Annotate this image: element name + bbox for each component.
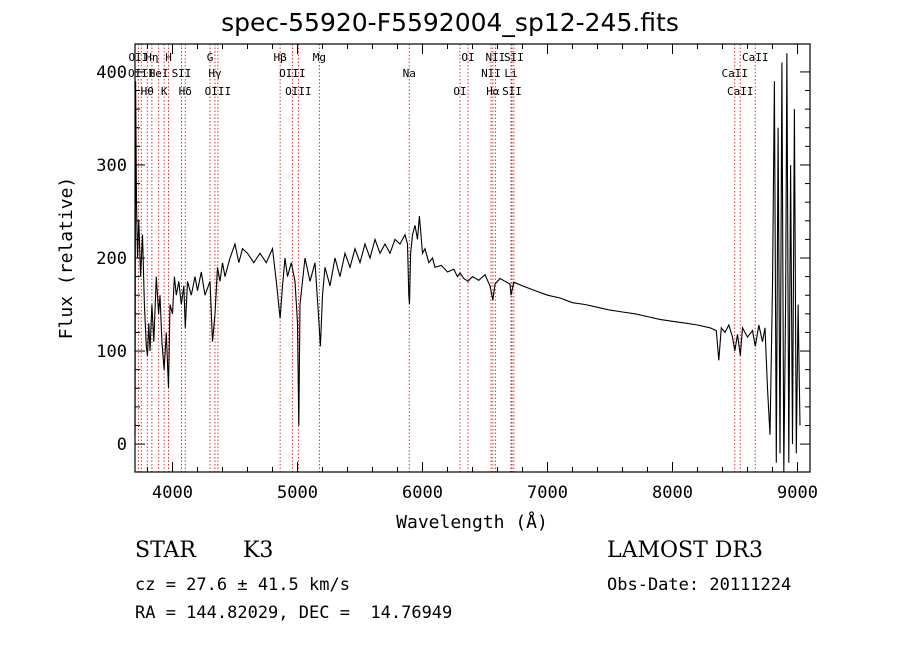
line-marker-label: Li [504, 67, 517, 80]
x-tick-label: 4000 [152, 483, 193, 503]
y-axis-label: Flux (relative) [56, 177, 77, 340]
x-tick-label: 6000 [402, 483, 443, 503]
line-marker-label: Mg [313, 51, 326, 64]
line-marker-label: OIII [279, 67, 306, 80]
line-marker-label: SII [504, 51, 524, 64]
line-marker-label: Hγ [208, 67, 222, 80]
spectrum-line [134, 53, 801, 473]
line-marker-label: G [207, 51, 214, 64]
line-marker-label: OIII [285, 85, 312, 98]
y-tick-label: 400 [96, 63, 127, 83]
x-axis-label: Wavelength (Å) [396, 511, 548, 533]
line-marker-label: Hθ [141, 85, 154, 98]
object-subclass: K3 [243, 538, 274, 563]
obs-date-text: Obs-Date: 20111224 [607, 575, 792, 595]
line-marker-label: OI [453, 85, 466, 98]
x-tick-label: 7000 [527, 483, 568, 503]
axis-ticks: 4000 5000 6000 7000 8000 9000 0 100 200 300 400 [96, 44, 818, 503]
x-tick-label: 9000 [777, 483, 818, 503]
y-tick-label: 0 [117, 435, 127, 455]
x-tick-label: 5000 [277, 483, 318, 503]
redshift-text: cz = 27.6 ± 41.5 km/s [135, 575, 350, 595]
chart-title: spec-55920-F5592004_sp12-245.fits [221, 8, 679, 37]
line-marker-label: Hβ [274, 51, 288, 64]
line-marker-label: SII [502, 85, 522, 98]
y-tick-label: 300 [96, 156, 127, 176]
line-marker-label: SII [172, 67, 192, 80]
line-markers: OIIOIIIHθHηHeIKHSIIHδGHγOIIIHβOIIIOIIIMg… [128, 44, 769, 472]
line-marker-label: Hδ [179, 85, 192, 98]
object-class: STAR [135, 538, 196, 563]
line-marker-label: K [161, 85, 168, 98]
line-marker-label: CaII [722, 67, 749, 80]
plot-frame [134, 43, 811, 473]
line-marker-label: OII [128, 51, 148, 64]
y-tick-label: 100 [96, 342, 127, 362]
line-marker-label: OIII [205, 85, 232, 98]
line-marker-label: CaII [742, 51, 769, 64]
line-marker-label: CaII [727, 85, 754, 98]
line-marker-label: H [165, 51, 172, 64]
line-marker-label: NII [485, 51, 505, 64]
coordinates-text: RA = 144.82029, DEC = 14.76949 [135, 603, 453, 623]
line-marker-label: Hα [486, 85, 500, 98]
line-marker-label: OI [461, 51, 474, 64]
line-marker-label: NII [481, 67, 501, 80]
survey-name: LAMOST DR3 [607, 538, 763, 563]
y-tick-label: 200 [96, 249, 127, 269]
line-marker-label: Na [403, 67, 416, 80]
line-marker-label: Hη [145, 51, 158, 64]
x-tick-label: 8000 [652, 483, 693, 503]
line-marker-label: HeI [149, 67, 169, 80]
